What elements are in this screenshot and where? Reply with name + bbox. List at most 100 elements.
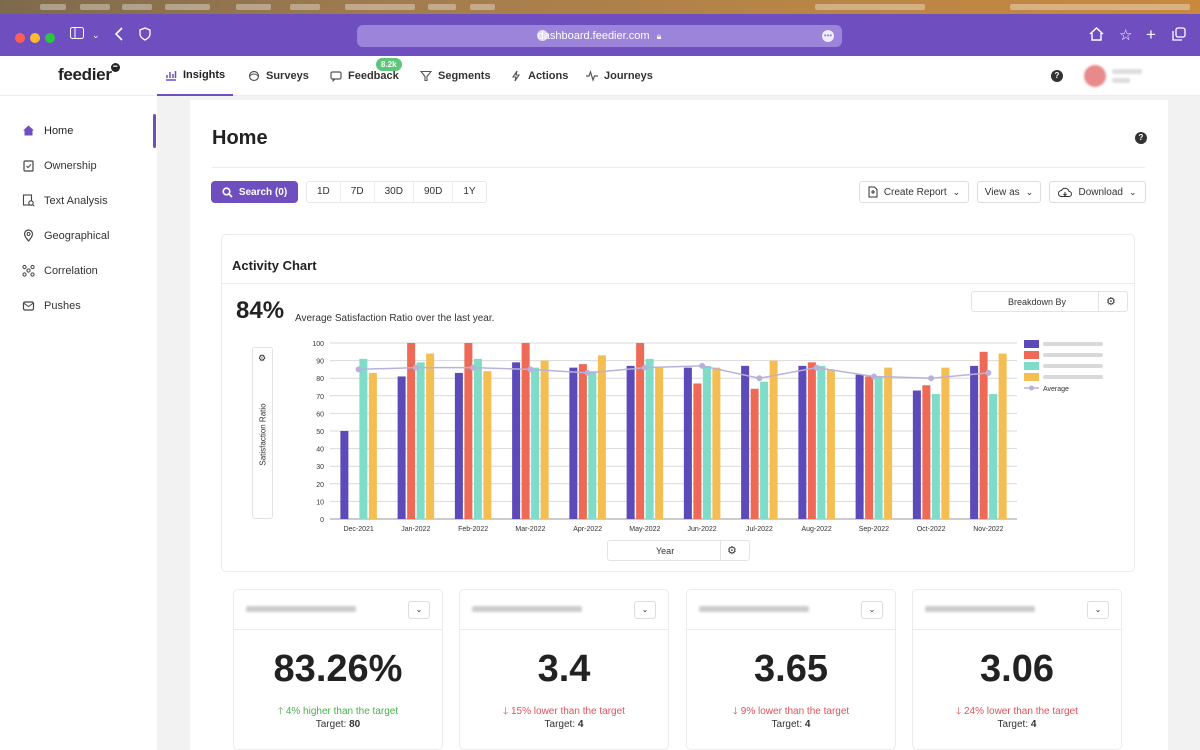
menu-blur bbox=[122, 4, 152, 10]
average-point bbox=[527, 366, 534, 373]
period-30d[interactable]: 30D bbox=[375, 182, 414, 202]
kpi-target: Target: 4 bbox=[913, 719, 1121, 730]
kpi-trend-text: 9% lower than the target bbox=[740, 706, 850, 717]
search-button[interactable]: Search (0) bbox=[211, 181, 298, 203]
tabs-overview-icon[interactable] bbox=[1172, 27, 1186, 45]
menu-blur bbox=[80, 4, 110, 10]
sidebar-item-label: Text Analysis bbox=[44, 194, 108, 207]
new-tab-icon[interactable]: + bbox=[1146, 25, 1156, 44]
x-axis-selector[interactable]: Year ⚙ bbox=[607, 540, 750, 561]
nav-segments[interactable]: Segments bbox=[420, 56, 491, 96]
nav-label: Actions bbox=[528, 70, 569, 82]
home-browser-icon[interactable] bbox=[1089, 27, 1104, 45]
kpi-target: Target: 80 bbox=[234, 719, 442, 730]
y-tick-label: 90 bbox=[316, 359, 324, 366]
nav-label: Journeys bbox=[604, 70, 653, 82]
y-axis-selector[interactable]: ⚙ Satisfaction Ratio bbox=[252, 347, 273, 519]
breakdown-by-dropdown[interactable]: Breakdown By ⚙ bbox=[971, 291, 1128, 312]
period-1d[interactable]: 1D bbox=[307, 182, 341, 202]
bar bbox=[931, 394, 940, 519]
sidebar-toggle-icon[interactable] bbox=[70, 26, 84, 43]
menu-blur bbox=[428, 4, 456, 10]
x-tick-label: Feb-2022 bbox=[458, 526, 488, 533]
feedback-icon bbox=[330, 71, 342, 82]
menu-blur bbox=[345, 4, 415, 10]
back-icon[interactable] bbox=[114, 27, 124, 45]
feedier-logo[interactable]: feedier ••• bbox=[58, 63, 120, 85]
period-7d[interactable]: 7D bbox=[341, 182, 375, 202]
avatar[interactable] bbox=[1084, 65, 1106, 87]
gear-icon[interactable]: ⚙ bbox=[258, 353, 267, 363]
pulse-icon bbox=[586, 70, 598, 82]
view-as-button[interactable]: View as ⌄ bbox=[977, 181, 1041, 203]
legend-swatch bbox=[1024, 351, 1039, 359]
gear-icon[interactable]: ⚙ bbox=[1106, 296, 1116, 308]
chevron-down-icon[interactable]: ⌄ bbox=[634, 601, 656, 619]
view-as-label: View as bbox=[984, 186, 1020, 198]
period-1y[interactable]: 1Y bbox=[463, 186, 476, 197]
correlation-icon bbox=[22, 264, 35, 277]
filter-icon bbox=[420, 70, 432, 82]
sidebar-item-pushes[interactable]: Pushes bbox=[22, 299, 81, 312]
bar bbox=[807, 362, 816, 519]
kpi-value: 3.4 bbox=[537, 648, 591, 690]
create-report-button[interactable]: Create Report ⌄ bbox=[859, 181, 969, 203]
average-point bbox=[355, 366, 362, 373]
nav-surveys[interactable]: Surveys bbox=[248, 56, 309, 96]
sidebar-item-correlation[interactable]: Correlation bbox=[22, 264, 98, 277]
address-bar[interactable]: dashboard.feedier.com 🔒︎ ••• bbox=[357, 25, 842, 47]
bar bbox=[693, 383, 702, 519]
legend-swatch bbox=[1024, 362, 1039, 370]
legend-label-blurred bbox=[1043, 375, 1103, 379]
kpi-title-blurred bbox=[472, 606, 582, 612]
help-icon[interactable]: ? bbox=[1051, 70, 1063, 82]
bar bbox=[655, 367, 664, 519]
sidebar-item-home[interactable]: Home bbox=[22, 124, 73, 137]
bookmark-star-icon[interactable]: ☆ bbox=[1119, 27, 1133, 44]
chart-icon bbox=[166, 71, 177, 81]
sidebar-item-ownership[interactable]: Ownership bbox=[22, 159, 97, 172]
bar bbox=[741, 365, 750, 519]
average-point bbox=[813, 364, 820, 371]
chevron-down-icon[interactable]: ⌄ bbox=[861, 601, 883, 619]
kpi-trend: 🡓 24% lower than the target bbox=[913, 704, 1121, 721]
page-help-icon[interactable]: ? bbox=[1135, 132, 1147, 144]
nav-feedback[interactable]: Feedback bbox=[330, 56, 399, 96]
x-tick-label: Jan-2022 bbox=[401, 526, 430, 533]
nav-insights[interactable]: Insights bbox=[157, 56, 234, 96]
download-button[interactable]: Download ⌄ bbox=[1049, 181, 1146, 203]
bar bbox=[407, 343, 416, 519]
sidebar-item-text-analysis[interactable]: Text Analysis bbox=[22, 194, 108, 207]
pushes-icon bbox=[22, 301, 35, 311]
period-90d[interactable]: 90D bbox=[414, 182, 454, 202]
nav-journeys[interactable]: Journeys bbox=[586, 56, 653, 96]
average-point bbox=[699, 362, 706, 369]
nav-label: Insights bbox=[183, 69, 226, 81]
url-text: dashboard.feedier.com bbox=[537, 30, 650, 42]
gear-icon[interactable]: ⚙ bbox=[727, 545, 737, 557]
page-title: Home bbox=[212, 127, 268, 149]
divider bbox=[720, 541, 721, 560]
sidebar-item-geographical[interactable]: Geographical bbox=[22, 229, 109, 242]
kpi-target-label: Target: bbox=[997, 719, 1029, 730]
minimize-window-button[interactable] bbox=[30, 33, 40, 43]
x-tick-label: Oct-2022 bbox=[917, 526, 946, 533]
more-options-icon[interactable]: ••• bbox=[822, 30, 834, 42]
zoom-window-button[interactable] bbox=[45, 33, 55, 43]
bar bbox=[989, 394, 998, 519]
nav-actions[interactable]: Actions bbox=[510, 56, 568, 96]
divider bbox=[1098, 292, 1099, 311]
x-tick-label: Dec-2021 bbox=[343, 526, 373, 533]
chevron-down-icon[interactable]: ⌄ bbox=[1087, 601, 1109, 619]
chevron-down-icon[interactable]: ⌄ bbox=[408, 601, 430, 619]
nav-label: Surveys bbox=[266, 70, 309, 82]
x-tick-label: Mar-2022 bbox=[515, 526, 545, 533]
x-tick-label: May-2022 bbox=[629, 526, 660, 533]
bar bbox=[473, 358, 482, 519]
sidebar-active-indicator bbox=[153, 114, 156, 148]
close-window-button[interactable] bbox=[15, 33, 25, 43]
chevron-down-icon[interactable]: ⌄ bbox=[92, 30, 100, 40]
sidebar-item-label: Pushes bbox=[44, 299, 81, 312]
bar bbox=[817, 365, 826, 519]
shield-icon[interactable] bbox=[139, 27, 151, 45]
